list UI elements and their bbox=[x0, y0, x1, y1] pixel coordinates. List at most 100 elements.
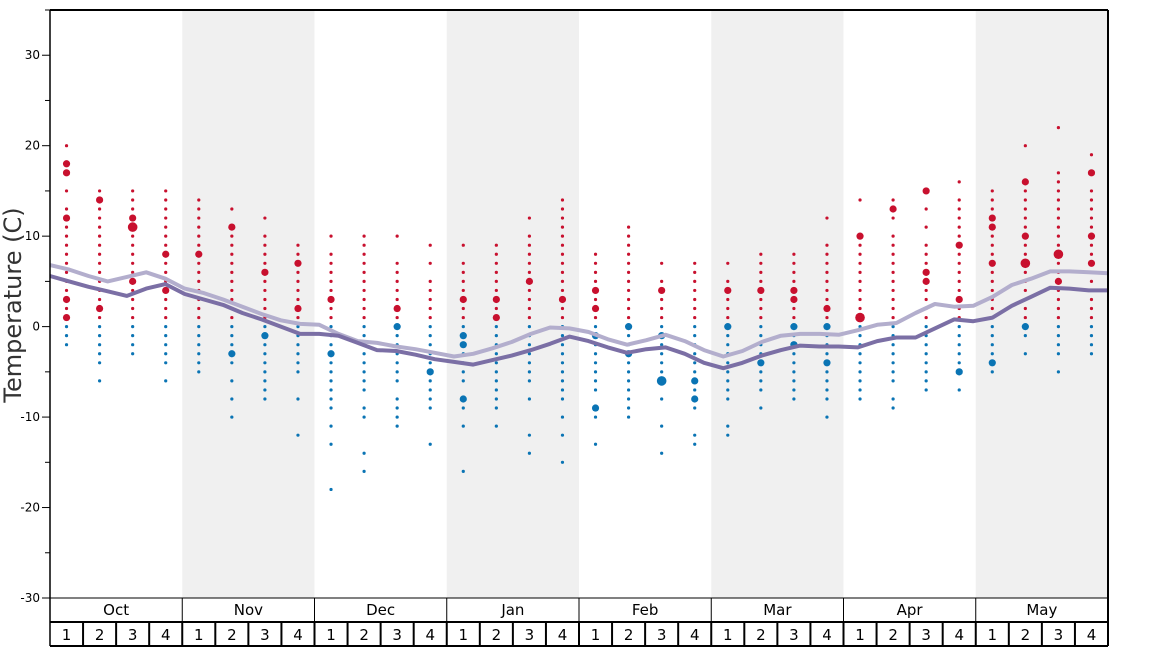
cold-dot bbox=[263, 370, 267, 374]
warm-dot bbox=[228, 223, 236, 231]
warm-dot bbox=[97, 207, 102, 211]
week-label: 4 bbox=[558, 626, 568, 644]
warm-dot bbox=[924, 315, 928, 320]
cold-dot bbox=[1056, 325, 1061, 329]
warm-dot bbox=[957, 288, 961, 293]
cold-dot bbox=[428, 334, 432, 338]
warm-dot bbox=[1023, 288, 1027, 293]
warm-dot bbox=[95, 196, 104, 204]
warm-dot bbox=[593, 270, 598, 274]
cold-dot bbox=[693, 352, 697, 356]
warm-dot bbox=[990, 207, 994, 211]
warm-dot bbox=[560, 216, 565, 220]
cold-dot bbox=[494, 370, 498, 374]
warm-dot bbox=[362, 315, 366, 320]
warm-dot bbox=[131, 270, 135, 274]
cold-dot bbox=[1056, 334, 1061, 338]
warm-dot bbox=[164, 234, 168, 238]
warm-dot bbox=[197, 198, 201, 202]
cold-dot bbox=[393, 323, 401, 331]
warm-dot bbox=[131, 207, 135, 211]
warm-dot bbox=[64, 261, 69, 265]
warm-dot bbox=[891, 297, 895, 302]
warm-dot bbox=[726, 306, 730, 311]
month-band bbox=[975, 10, 1108, 598]
cold-dot bbox=[726, 379, 730, 383]
warm-dot bbox=[393, 304, 401, 313]
cold-dot bbox=[228, 350, 236, 358]
cold-dot bbox=[261, 332, 269, 340]
warm-dot bbox=[891, 306, 895, 311]
warm-dot bbox=[1056, 216, 1061, 220]
cold-dot bbox=[693, 406, 697, 410]
warm-dot bbox=[560, 207, 565, 211]
warm-dot bbox=[1056, 243, 1061, 247]
week-label: 2 bbox=[624, 626, 634, 644]
warm-dot bbox=[494, 306, 498, 311]
warm-dot bbox=[97, 216, 102, 220]
warm-dot bbox=[726, 279, 730, 283]
warm-dot bbox=[626, 234, 631, 238]
cold-dot bbox=[527, 325, 532, 329]
warm-dot bbox=[957, 270, 961, 274]
warm-dot bbox=[1089, 297, 1094, 302]
warm-dot bbox=[759, 297, 763, 302]
warm-dot bbox=[626, 270, 631, 274]
warm-dot bbox=[329, 270, 333, 274]
cold-dot bbox=[494, 379, 498, 383]
cold-dot bbox=[461, 370, 465, 374]
warm-dot bbox=[626, 288, 631, 293]
cold-dot bbox=[693, 334, 697, 338]
warm-dot bbox=[362, 288, 366, 293]
warm-dot bbox=[1020, 258, 1031, 269]
warm-dot bbox=[461, 261, 465, 265]
cold-dot bbox=[660, 343, 664, 347]
y-tick-label: 10 bbox=[25, 229, 40, 243]
warm-dot bbox=[62, 160, 71, 168]
warm-dot bbox=[759, 252, 763, 256]
warm-dot bbox=[97, 225, 102, 229]
cold-dot bbox=[957, 325, 961, 329]
warm-dot bbox=[131, 198, 135, 202]
warm-dot bbox=[693, 288, 697, 293]
cold-dot bbox=[957, 361, 961, 365]
warm-dot bbox=[626, 297, 631, 302]
cold-dot bbox=[891, 352, 895, 356]
warm-dot bbox=[990, 189, 994, 193]
warm-dot bbox=[990, 198, 994, 202]
cold-dot bbox=[494, 352, 498, 356]
cold-dot bbox=[660, 424, 664, 428]
cold-dot bbox=[988, 359, 996, 367]
warm-dot bbox=[395, 261, 399, 265]
cold-dot bbox=[924, 361, 928, 365]
warm-dot bbox=[825, 243, 829, 247]
warm-dot bbox=[1087, 169, 1096, 177]
cold-dot bbox=[792, 397, 796, 401]
warm-dot bbox=[395, 279, 399, 283]
warm-dot bbox=[64, 225, 69, 229]
warm-dot bbox=[759, 270, 763, 274]
cold-dot bbox=[459, 395, 467, 403]
cold-dot bbox=[990, 325, 994, 329]
cold-dot bbox=[1023, 352, 1027, 356]
cold-dot bbox=[459, 332, 467, 340]
cold-dot bbox=[560, 388, 565, 392]
warm-dot bbox=[362, 306, 366, 311]
cold-dot bbox=[362, 451, 366, 455]
week-label: 4 bbox=[954, 626, 964, 644]
y-tick-label: 20 bbox=[25, 139, 40, 153]
warm-dot bbox=[1056, 207, 1061, 211]
cold-dot bbox=[626, 406, 631, 410]
cold-dot bbox=[1056, 352, 1061, 356]
cold-dot bbox=[759, 370, 763, 374]
warm-dot bbox=[428, 306, 432, 311]
cold-dot bbox=[660, 451, 664, 455]
week-label: 2 bbox=[756, 626, 766, 644]
warm-dot bbox=[296, 243, 300, 247]
warm-dot bbox=[593, 252, 598, 256]
month-label: Dec bbox=[366, 601, 395, 619]
cold-dot bbox=[329, 442, 333, 446]
cold-dot bbox=[494, 424, 498, 428]
warm-dot bbox=[626, 252, 631, 256]
warm-dot bbox=[1023, 315, 1027, 320]
